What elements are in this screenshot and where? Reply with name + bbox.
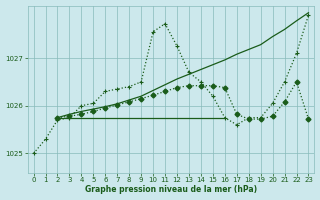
X-axis label: Graphe pression niveau de la mer (hPa): Graphe pression niveau de la mer (hPa) [85,185,257,194]
